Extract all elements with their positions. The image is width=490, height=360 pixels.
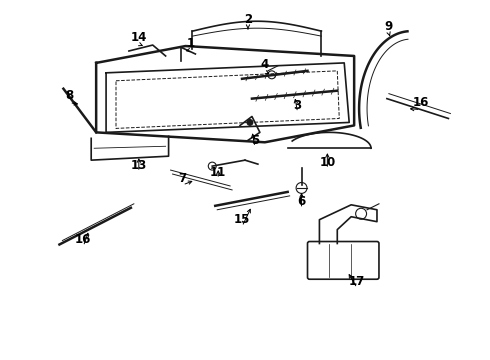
- Text: 5: 5: [251, 134, 259, 147]
- Text: 14: 14: [131, 31, 147, 44]
- Text: 13: 13: [131, 159, 147, 172]
- Text: 16: 16: [413, 96, 429, 109]
- Text: 1: 1: [186, 37, 195, 50]
- Text: 3: 3: [294, 99, 302, 112]
- Text: 10: 10: [319, 156, 336, 168]
- Text: 7: 7: [178, 171, 187, 185]
- FancyBboxPatch shape: [308, 242, 379, 279]
- Text: 4: 4: [261, 58, 269, 71]
- Text: 2: 2: [244, 13, 252, 26]
- Text: 8: 8: [65, 89, 74, 102]
- Text: 17: 17: [349, 275, 365, 288]
- Text: 15: 15: [234, 213, 250, 226]
- Text: 6: 6: [297, 195, 306, 208]
- Text: 16: 16: [75, 233, 92, 246]
- Text: 9: 9: [385, 20, 393, 33]
- Text: 11: 11: [210, 166, 226, 179]
- Circle shape: [247, 120, 253, 125]
